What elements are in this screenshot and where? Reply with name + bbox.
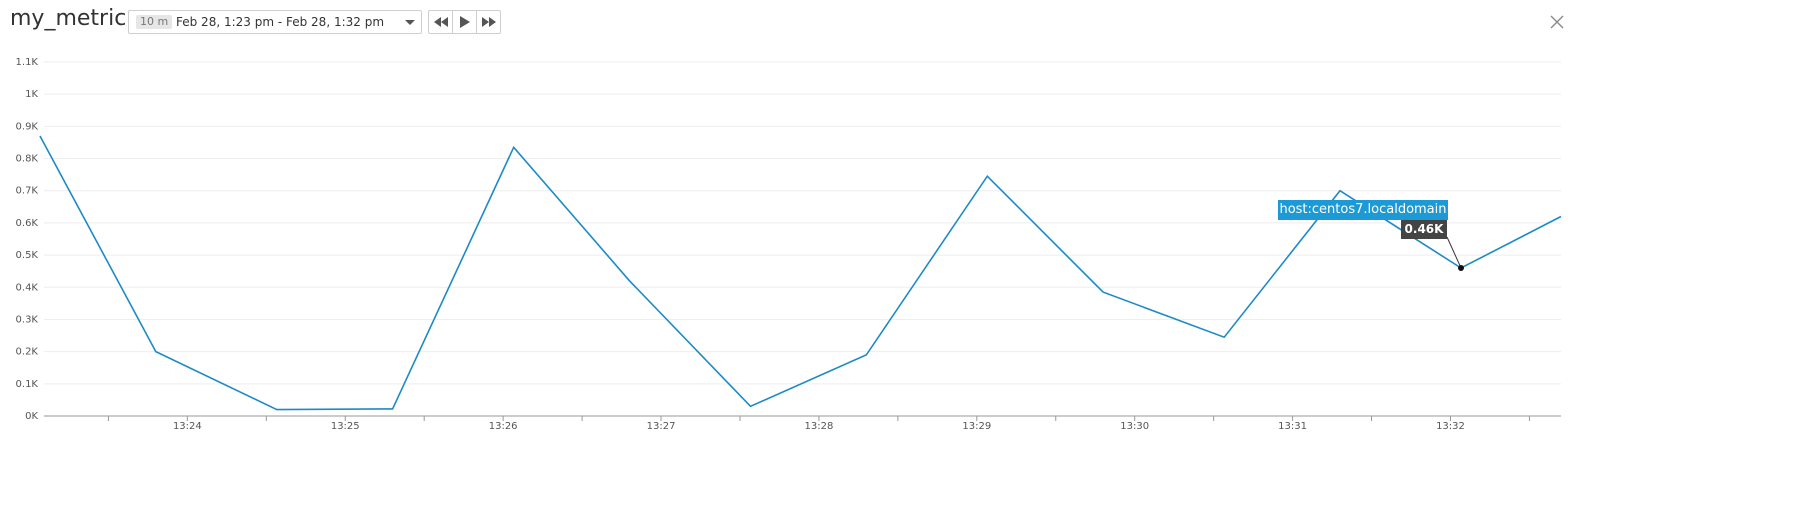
x-tick-label: 13:32 [1436,421,1465,432]
play-button[interactable] [453,11,477,33]
x-tick-label: 13:27 [647,421,676,432]
time-range-picker[interactable]: 10 m Feb 28, 1:23 pm - Feb 28, 1:32 pm [128,10,422,34]
y-tick-label: 0.3K [16,314,39,325]
playback-controls [428,10,501,34]
play-icon [459,16,470,28]
rewind-button[interactable] [429,11,453,33]
y-tick-label: 0.2K [16,347,39,358]
x-tick-label: 13:29 [962,421,991,432]
x-tick-label: 13:25 [331,421,360,432]
y-tick-label: 0.9K [16,121,39,132]
y-tick-label: 0.7K [16,186,39,197]
y-tick-label: 0.1K [16,379,39,390]
x-tick-label: 13:26 [489,421,518,432]
grid-lines [44,61,1561,417]
x-tick-label: 13:30 [1120,421,1149,432]
fast-forward-button[interactable] [477,11,500,33]
timeframe-span-badge: 10 m [136,15,173,29]
close-icon [1550,15,1564,29]
axes: 0K 0.1K 0.2K 0.3K 0.4K 0.5K 0.6K 0.7K 0.8K 0.9K 1K… [16,57,1530,432]
y-tick-label: 1K [25,89,38,100]
chevron-down-icon[interactable] [405,20,415,25]
x-tick-label: 13:28 [805,421,834,432]
series-layer [39,135,1562,411]
tooltip-leader-line [1446,236,1462,269]
x-tick-label: 13:24 [173,421,202,432]
y-tick-label: 0.5K [16,250,39,261]
y-tick-label: 0.6K [16,218,39,229]
x-tick-label: 13:31 [1278,421,1307,432]
tooltip-value-label: 0.46K [1401,220,1447,239]
rewind-icon [433,17,448,27]
y-tick-label: 0.4K [16,282,39,293]
time-range-text: Feb 28, 1:23 pm - Feb 28, 1:32 pm [176,15,385,29]
y-tick-label: 0.8K [16,154,39,165]
y-tick-label: 0K [25,411,38,422]
tooltip-host-label: host:centos7.localdomain [1278,200,1448,220]
close-button[interactable] [1548,13,1566,31]
series-line [39,135,1562,411]
page-title: my_metric [10,6,127,31]
fast-forward-icon [481,17,496,27]
y-tick-label: 1.1K [16,57,39,68]
hover-point-marker [1458,264,1465,271]
